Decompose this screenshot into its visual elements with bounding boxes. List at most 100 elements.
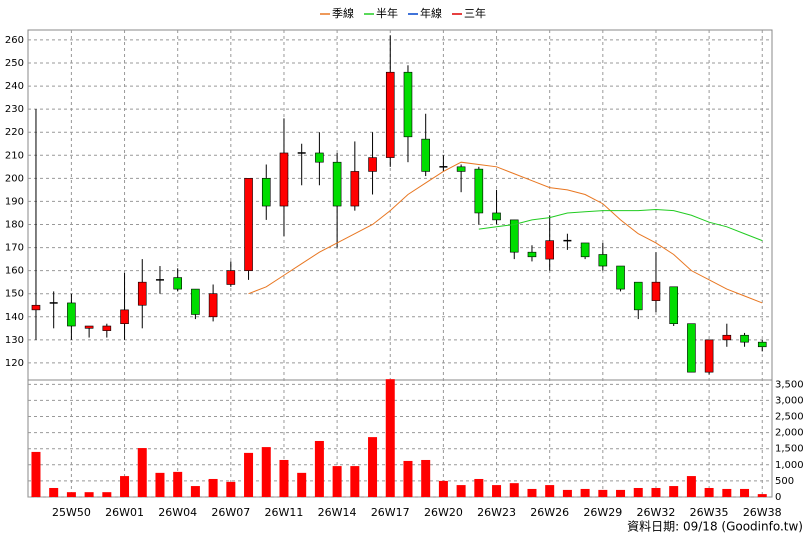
x-tick-label: 26W01 [105,506,144,519]
candle-body [651,281,661,301]
volume-bar [314,440,324,497]
candle-body [84,325,94,329]
candle-body [368,157,377,172]
candle-body [474,168,484,214]
x-tick-label: 26W20 [424,506,463,519]
candle-body [740,334,749,343]
y2-tick-label: 3,500 [775,379,804,390]
volume-bar [244,452,254,497]
volume-bar [474,478,484,497]
candle-body [226,270,236,285]
ma-line [248,161,763,304]
candle-body [315,152,324,163]
candle-body [757,341,767,348]
y-tick-label: 160 [5,266,24,277]
volume-bar [562,489,572,497]
volume-bar [403,460,413,497]
candle-body [492,212,501,221]
volume-bar [580,488,590,497]
volume-bar [137,448,147,497]
y-tick-label: 240 [5,81,24,92]
candle-body [137,281,147,306]
y-tick-label: 260 [5,35,24,46]
y2-tick-label: 2,000 [775,428,804,439]
y-tick-label: 150 [5,289,24,300]
volume-bar [297,472,307,497]
y-tick-label: 220 [5,127,24,138]
ma-line [478,208,763,242]
y-tick-label: 190 [5,196,24,207]
candle-body [580,242,590,258]
x-tick-label: 26W11 [265,506,304,519]
candle-body [421,138,430,172]
y-tick-label: 250 [5,58,24,69]
volume-bar [545,485,555,497]
y2-tick-label: 500 [775,476,794,487]
y-tick-label: 180 [5,219,24,230]
volume-bar [173,471,183,497]
y-tick-label: 170 [5,243,24,254]
x-tick-label: 26W04 [158,506,197,519]
x-tick-label: 26W17 [371,506,410,519]
candle-body [616,265,625,290]
volume-bar [102,492,112,497]
candle-body [403,71,413,138]
y-tick-label: 200 [5,173,24,184]
y2-tick-label: 2,500 [775,412,804,423]
source-note: 資料日期: 09/18 (Goodinfo.tw) [627,520,803,534]
x-tick-label: 26W32 [637,506,676,519]
candle-body [385,71,395,158]
volume-bar [261,447,271,497]
candle-body [261,178,271,207]
volume-bar [120,476,130,497]
candle-body [173,277,182,290]
volume-bar [527,488,537,497]
volume-bar [704,487,714,497]
volume-bar [633,487,643,497]
y-tick-label: 230 [5,104,24,115]
candle-body [598,254,608,267]
candle-body [545,240,554,260]
volume-bar [350,466,360,497]
volume-bar [438,480,448,497]
y2-tick-label: 0 [775,492,781,503]
volume-bar [385,379,395,497]
y-tick-label: 130 [5,335,24,346]
candle-body [633,281,643,311]
candle-body [456,166,466,172]
volume-bar [651,487,661,497]
volume-bar [49,487,59,497]
candle-body [722,334,732,341]
candle-body [332,161,342,207]
volume-bar [456,485,466,497]
y2-tick-label: 1,500 [775,444,804,455]
y-tick-label: 140 [5,312,24,323]
volume-bar [155,472,165,497]
candle-body [102,325,112,331]
candle-body [191,288,200,315]
volume-bar [84,492,94,497]
volume-bar [279,459,289,497]
volume-bar [492,485,502,497]
volume-bar [421,459,431,497]
x-tick-label: 25W50 [52,506,91,519]
candle-body [527,251,537,258]
x-tick-label: 26W07 [211,506,250,519]
volume-bar [669,486,679,497]
x-tick-label: 26W26 [530,506,569,519]
volume-bar [757,494,767,497]
candle-body [350,171,360,207]
legend-label: 三年 [464,6,486,20]
candle-body [509,219,519,253]
y2-tick-label: 3,000 [775,395,804,406]
volume-bar [686,476,696,497]
volume-bar [31,451,41,497]
volume-bar [226,481,236,497]
candle-body [279,152,289,207]
plot-frame [27,29,773,498]
x-tick-label: 26W23 [477,506,516,519]
x-tick-label: 26W29 [583,506,622,519]
candle-body [67,302,76,327]
